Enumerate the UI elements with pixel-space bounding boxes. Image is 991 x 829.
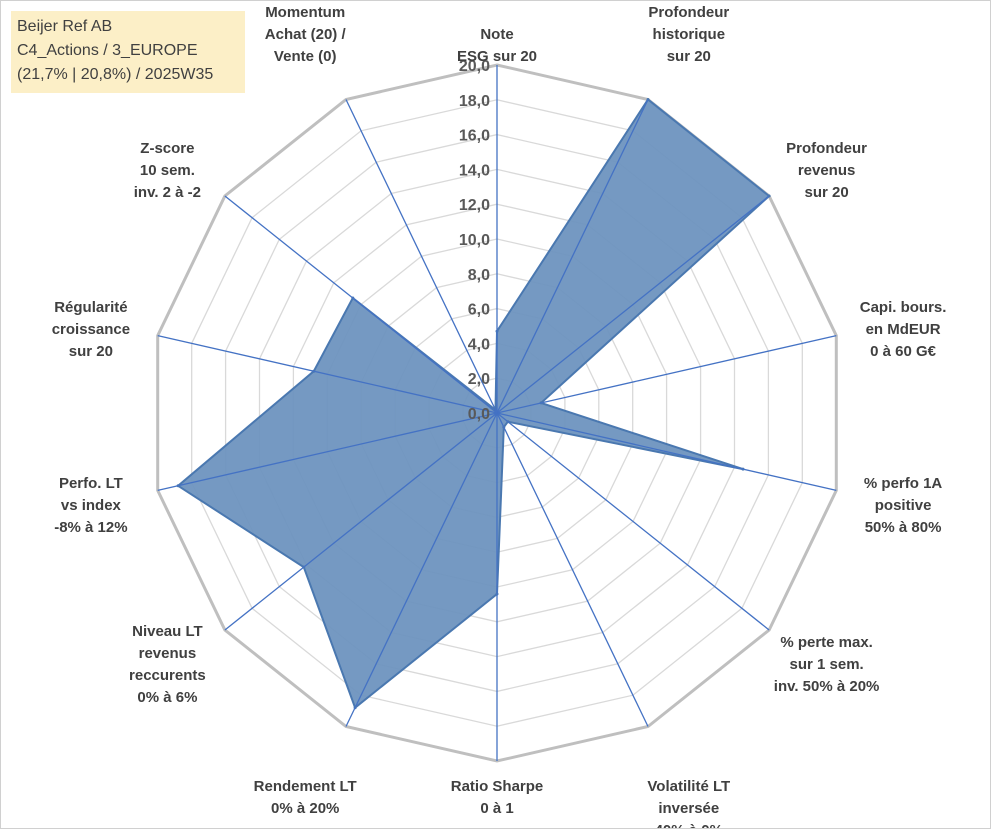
axis-label-line: Note xyxy=(480,26,513,43)
axis-label-line: historique xyxy=(653,26,726,43)
axis-label-line: en MdEUR xyxy=(866,321,941,338)
axis-label: Profondeur historique sur 20 xyxy=(648,4,729,65)
tick-label: 2,0 xyxy=(468,371,490,388)
axis-label-line: inversée xyxy=(658,800,719,817)
axis-label-line: Achat (20) / xyxy=(265,26,347,43)
axis-label-line: croissance xyxy=(52,321,130,338)
axis-label-line: 0% à 20% xyxy=(271,800,339,817)
tick-label: 8,0 xyxy=(468,267,490,284)
axis-label: % perfo 1A positive 50% à 80% xyxy=(864,475,943,536)
axis-spoke xyxy=(224,195,498,414)
tick-label: 18,0 xyxy=(459,93,490,110)
axis-label-line: 0 à 1 xyxy=(480,800,513,817)
axis-label-line: sur 20 xyxy=(804,184,848,201)
spoke-layer xyxy=(157,65,837,761)
series-layer xyxy=(176,98,771,710)
portfolio-region: C4_Actions / 3_EUROPE xyxy=(17,42,198,59)
tick-label: 6,0 xyxy=(468,302,490,319)
performance-week: (21,7% | 20,8%) / 2025W35 xyxy=(17,66,214,83)
axis-spoke xyxy=(496,195,770,414)
axis-spoke xyxy=(157,412,498,492)
axis-label-line: 0% à 6% xyxy=(137,689,197,706)
axis-label-line: Ratio Sharpe xyxy=(451,778,544,795)
axis-label: Rendement LT 0% à 20% xyxy=(254,778,357,817)
tick-label: 14,0 xyxy=(459,162,490,179)
axis-label-line: Perfo. LT xyxy=(59,475,123,492)
axis-spoke xyxy=(496,412,649,727)
axis-label: Capi. bours. en MdEUR 0 à 60 G€ xyxy=(860,299,947,360)
axis-label: Niveau LT revenus reccurents 0% à 6% xyxy=(129,623,206,706)
axis-label-line: % perte max. xyxy=(780,634,873,651)
axis-label-line: ESG sur 20 xyxy=(457,48,537,65)
axis-label-line: Momentum xyxy=(265,4,345,21)
axis-label: Ratio Sharpe 0 à 1 xyxy=(451,778,544,817)
tick-label: 16,0 xyxy=(459,128,490,145)
axis-label-line: sur 20 xyxy=(69,343,113,360)
axis-spoke xyxy=(157,334,498,414)
axis-label-line: Vente (0) xyxy=(274,48,337,65)
axis-label-line: Profondeur xyxy=(786,140,867,157)
axis-label-line: inv. 50% à 20% xyxy=(774,678,880,695)
axis-label-line: positive xyxy=(875,497,932,514)
info-box: Beijer Ref AB C4_Actions / 3_EUROPE (21,… xyxy=(11,11,245,93)
axis-label: Momentum Achat (20) / Vente (0) xyxy=(265,4,347,65)
axis-label: Z-score 10 sem. inv. 2 à -2 xyxy=(134,140,201,201)
axis-spoke xyxy=(496,99,649,414)
axis-label-line: Capi. bours. xyxy=(860,299,947,316)
tick-layer: 0,0 2,0 4,0 6,0 8,0 10,0 12,0 14,0 16,0 18,0 20,0 xyxy=(459,58,490,423)
axis-label-line: 40% à 0% xyxy=(655,822,723,829)
axis-label-line: Régularité xyxy=(54,299,127,316)
axis-spoke xyxy=(496,412,770,631)
axis-label-line: vs index xyxy=(61,497,122,514)
axis-label-line: Niveau LT xyxy=(132,623,203,640)
axis-spoke xyxy=(345,99,498,414)
axis-label: Perfo. LT vs index -8% à 12% xyxy=(54,475,127,536)
axis-label-line: Profondeur xyxy=(648,4,729,21)
axis-label: Volatilité LT inversée 40% à 0% xyxy=(647,778,730,829)
axis-label: Profondeur revenus sur 20 xyxy=(786,140,867,201)
tick-label: 4,0 xyxy=(468,336,490,353)
axis-spoke xyxy=(496,334,837,414)
axis-label-line: -8% à 12% xyxy=(54,519,127,536)
axis-label-line: inv. 2 à -2 xyxy=(134,184,201,201)
company-name: Beijer Ref AB xyxy=(17,18,113,35)
axis-label: Régularité croissance sur 20 xyxy=(52,299,130,360)
axis-label-line: 50% à 80% xyxy=(865,519,942,536)
axis-label-line: reccurents xyxy=(129,667,206,684)
tick-label: 0,0 xyxy=(468,406,490,423)
axis-label: Note ESG sur 20 xyxy=(457,26,537,65)
axis-label-line: 0 à 60 G€ xyxy=(870,343,937,360)
axis-label-line: revenus xyxy=(798,162,856,179)
axis-label-line: Rendement LT xyxy=(254,778,357,795)
axis-spoke xyxy=(224,412,498,631)
tick-label: 12,0 xyxy=(459,197,490,214)
axis-label-line: Volatilité LT xyxy=(647,778,730,795)
axis-spoke xyxy=(496,412,837,492)
axis-label-line: revenus xyxy=(139,645,197,662)
tick-label: 20,0 xyxy=(459,58,490,75)
axis-label-line: % perfo 1A xyxy=(864,475,943,492)
axis-label-line: Z-score xyxy=(140,140,194,157)
axis-spoke xyxy=(345,412,498,727)
axis-label-line: 10 sem. xyxy=(140,162,195,179)
axis-label-line: sur 1 sem. xyxy=(789,656,863,673)
axis-label-line: sur 20 xyxy=(667,48,711,65)
axis-label: % perte max. sur 1 sem. inv. 50% à 20% xyxy=(774,634,880,695)
label-layer: Note ESG sur 20 Profondeur historique sur 20… xyxy=(52,4,947,829)
tick-label: 10,0 xyxy=(459,232,490,249)
